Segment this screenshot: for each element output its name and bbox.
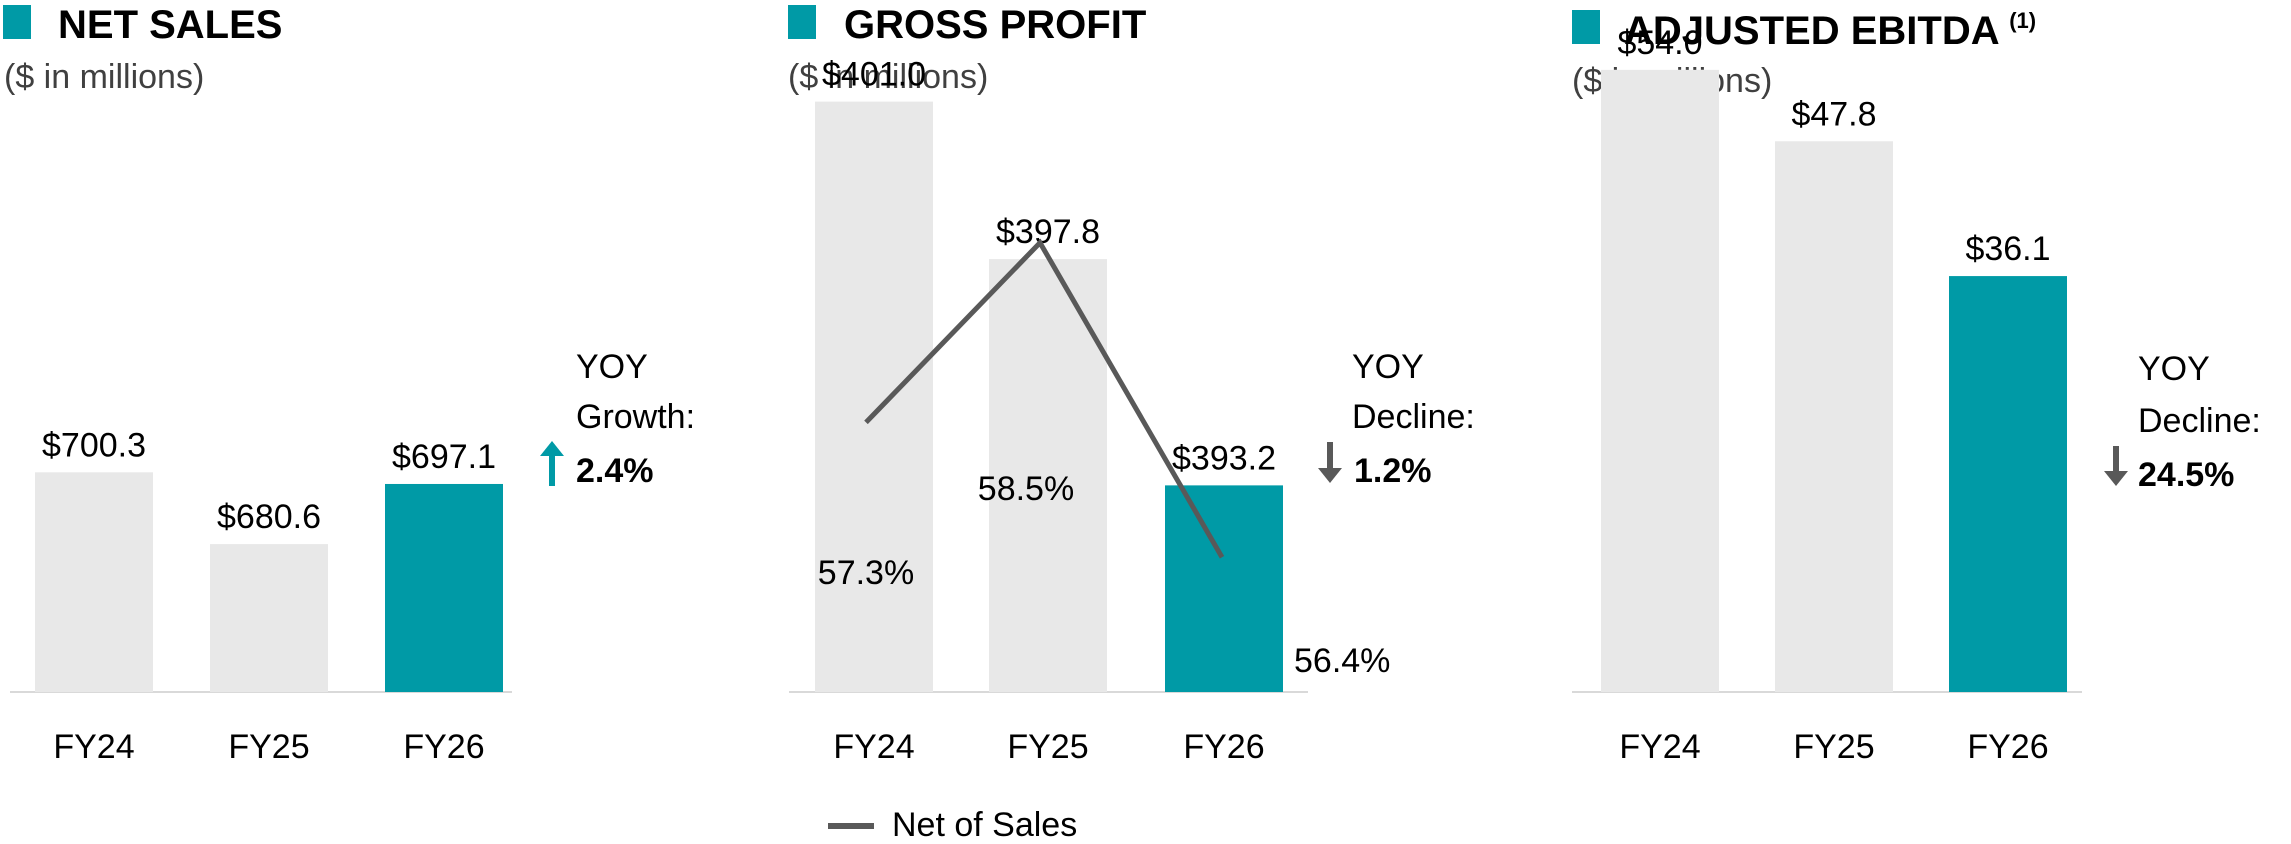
- yoy-value: 24.5%: [2138, 456, 2234, 494]
- x-tick-label: FY26: [403, 728, 484, 766]
- line-label: 56.4%: [1294, 642, 1390, 680]
- yoy-label: Decline:: [2138, 402, 2261, 440]
- x-tick-label: FY24: [833, 728, 914, 766]
- legend-label: Net of Sales: [892, 806, 1077, 844]
- bar-fy26: [1165, 485, 1283, 692]
- bar-fy25: [210, 544, 328, 692]
- x-tick-label: FY24: [1619, 728, 1700, 766]
- chart-title: NET SALES: [58, 3, 282, 47]
- arrow-down-icon: [1318, 442, 1342, 483]
- bar-fy25: [989, 259, 1107, 692]
- data-label: $393.2: [1172, 439, 1276, 477]
- yoy-label: YOY: [576, 348, 648, 386]
- data-label: $401.0: [822, 56, 926, 94]
- data-label: $54.0: [1617, 24, 1702, 62]
- bar-fy26: [385, 483, 503, 692]
- x-tick-label: FY24: [53, 728, 134, 766]
- bar-fy26: [1949, 276, 2067, 692]
- title-marker-icon: [1572, 10, 1600, 44]
- title-marker-icon: [788, 5, 816, 39]
- x-tick-label: FY26: [1967, 728, 2048, 766]
- net-of-sales-line: [864, 238, 1225, 559]
- legend: Net of Sales: [828, 806, 1077, 844]
- arrow-down-icon: [2104, 446, 2128, 486]
- yoy-value: 1.2%: [1354, 452, 1432, 490]
- footnote-superscript: (1): [2009, 8, 2036, 33]
- chart-title: GROSS PROFIT: [844, 3, 1146, 47]
- data-label: $47.8: [1791, 95, 1876, 133]
- x-tick-label: FY25: [1793, 728, 1874, 766]
- yoy-label: YOY: [1352, 348, 1424, 386]
- x-tick-label: FY25: [1007, 728, 1088, 766]
- chart-title-text: ADJUSTED EBITDA: [1624, 9, 1999, 53]
- bar-fy25: [1775, 141, 1893, 692]
- x-tick-label: FY26: [1183, 728, 1264, 766]
- net-sales-panel: NET SALES ($ in millions) $700.3 $680.6 …: [3, 3, 695, 766]
- bar-fy24: [1601, 69, 1719, 693]
- title-marker-icon: [3, 5, 31, 39]
- line-label: 58.5%: [978, 470, 1074, 508]
- chart-title: ADJUSTED EBITDA (1): [1624, 8, 2036, 53]
- yoy-value: 2.4%: [576, 452, 654, 490]
- data-label: $397.8: [996, 213, 1100, 251]
- gross-profit-panel: GROSS PROFIT ($ in millions) $401.0 $397…: [788, 3, 1475, 844]
- arrow-up-icon: [540, 441, 564, 486]
- line-label: 57.3%: [818, 554, 914, 592]
- data-label: $36.1: [1965, 230, 2050, 268]
- chart-subtitle: ($ in millions): [788, 58, 988, 96]
- bar-fy24: [35, 472, 153, 692]
- yoy-label: Growth:: [576, 398, 695, 436]
- data-label: $697.1: [392, 438, 496, 476]
- data-label: $680.6: [217, 498, 321, 536]
- yoy-label: Decline:: [1352, 398, 1475, 436]
- data-label: $700.3: [42, 426, 146, 464]
- x-tick-label: FY25: [228, 728, 309, 766]
- bar-fy24: [815, 101, 933, 693]
- yoy-label: YOY: [2138, 350, 2210, 388]
- chart-subtitle: ($ in millions): [4, 58, 204, 96]
- adjusted-ebitda-panel: ADJUSTED EBITDA (1) ($ in millions) $54.…: [1572, 8, 2261, 766]
